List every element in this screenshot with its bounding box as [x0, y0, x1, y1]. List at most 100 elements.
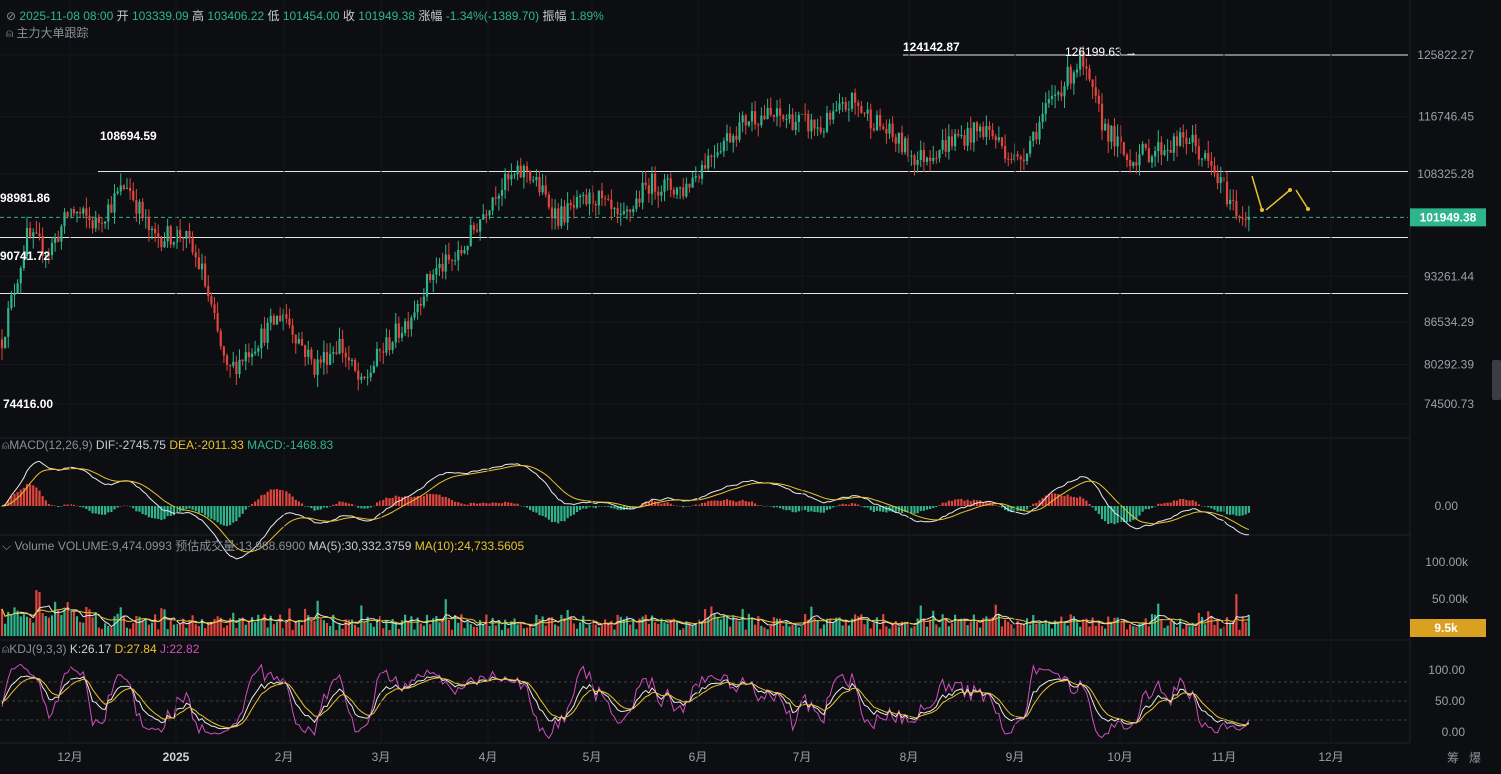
- candle-body: [404, 321, 407, 334]
- candle-body: [707, 155, 710, 169]
- right-scroll-handle[interactable]: [1492, 360, 1501, 400]
- macd-histogram-bar: [804, 506, 807, 511]
- volume-bar: [394, 621, 397, 636]
- volume-bar: [388, 629, 391, 636]
- annotation-high-2: 126199.63 →: [1065, 45, 1137, 59]
- volume-bar: [166, 629, 169, 636]
- volume-bar: [332, 614, 335, 636]
- volume-bar: [191, 615, 194, 636]
- candle-body: [994, 136, 997, 141]
- volume-bar: [985, 616, 988, 636]
- macd-histogram-bar: [347, 503, 350, 506]
- macd-histogram-bar: [1144, 506, 1147, 510]
- volume-bar: [1019, 623, 1022, 636]
- macd-histogram-bar: [947, 500, 950, 506]
- volume-bar: [657, 623, 660, 636]
- candle-body: [160, 237, 163, 248]
- macd-histogram-bar: [1138, 506, 1141, 516]
- volume-bar: [972, 614, 975, 636]
- macd-histogram-bar: [729, 500, 732, 506]
- volume-bar: [182, 618, 185, 636]
- macd-histogram-bar: [375, 502, 379, 506]
- volume-bar: [647, 623, 650, 636]
- volume-bar: [785, 621, 788, 636]
- candle-body: [282, 314, 285, 322]
- candle-body: [385, 337, 388, 353]
- candle-body: [988, 125, 991, 131]
- volume-bar: [910, 627, 913, 636]
- macd-histogram-bar: [516, 503, 519, 506]
- candle-body: [1069, 66, 1072, 84]
- macd-histogram-bar: [175, 506, 179, 513]
- macd-histogram-bar: [1188, 500, 1191, 506]
- candle-body: [7, 308, 10, 337]
- volume-bar: [172, 624, 175, 636]
- macd-histogram-bar: [919, 506, 922, 512]
- candle-body: [319, 359, 322, 363]
- volume-bar: [1135, 626, 1138, 636]
- macd-histogram-bar: [1225, 506, 1229, 515]
- annotation-level-left-1: 98981.86: [0, 191, 50, 205]
- candle-body: [575, 197, 579, 208]
- macd-header: ⍝MACD(12,26,9) DIF:-2745.75 DEA:-2011.33…: [2, 438, 334, 452]
- macd-histogram-bar: [997, 505, 1000, 507]
- macd-histogram-bar: [222, 506, 225, 526]
- candle-body: [1185, 137, 1188, 144]
- volume-bar: [1163, 627, 1166, 636]
- volume-tick-label: 100.00k: [1425, 555, 1469, 569]
- volume-bar: [882, 614, 885, 636]
- macd-histogram-bar: [344, 502, 347, 506]
- candle-body: [747, 121, 750, 126]
- candle-body: [625, 209, 629, 212]
- macd-histogram-bar: [935, 506, 938, 508]
- candle-body: [354, 359, 357, 371]
- candle-body: [316, 359, 319, 375]
- candle-body: [554, 208, 557, 219]
- macd-histogram-bar: [860, 506, 863, 507]
- candle-body: [560, 206, 563, 226]
- candle-body: [1016, 154, 1019, 157]
- candle-body: [863, 112, 866, 114]
- macd-histogram-bar: [32, 485, 35, 506]
- candle-body: [375, 348, 379, 366]
- candle-body: [875, 114, 879, 131]
- macd-histogram-bar: [135, 506, 138, 512]
- volume-bar: [275, 621, 279, 636]
- volume-bar: [94, 612, 97, 636]
- projection-arrow: [1295, 189, 1309, 210]
- candle-body: [1232, 199, 1235, 201]
- candle-body: [632, 208, 635, 212]
- volume-header: ⌵ Volume VOLUME:9,474.0993 预估成交量:13,988.…: [2, 539, 525, 553]
- volume-bar: [1191, 622, 1194, 636]
- chips-button[interactable]: 筹: [1447, 751, 1460, 765]
- macd-histogram-bar: [769, 506, 772, 507]
- volume-bar: [922, 618, 925, 636]
- volume-bar: [1219, 628, 1222, 636]
- volume-bar: [435, 616, 438, 636]
- volume-bar: [1057, 621, 1060, 636]
- macd-histogram-bar: [994, 505, 997, 506]
- candle-body: [294, 334, 297, 344]
- volume-bar: [44, 616, 47, 636]
- candle-body: [400, 333, 404, 338]
- volume-bar: [291, 629, 294, 636]
- liquidation-button[interactable]: 爆: [1469, 751, 1482, 765]
- candle-body: [1125, 154, 1129, 161]
- volume-bar: [16, 610, 19, 636]
- volume-bar: [22, 614, 25, 636]
- volume-bar: [304, 608, 307, 636]
- candle-body: [454, 260, 457, 262]
- macd-histogram-bar: [775, 506, 779, 508]
- volume-bar: [544, 625, 547, 636]
- macd-histogram-bar: [1035, 502, 1038, 506]
- volume-bar: [1232, 621, 1235, 636]
- macd-histogram-bar: [379, 500, 382, 506]
- macd-histogram-bar: [1157, 503, 1160, 506]
- tracker-toggle[interactable]: ⍝ 主力大单跟踪: [6, 24, 89, 41]
- volume-bar: [175, 623, 179, 636]
- candle-body: [163, 241, 166, 248]
- volume-bar: [991, 617, 994, 636]
- annotation-high-1: 124142.87: [903, 40, 960, 54]
- macd-histogram-bar: [497, 503, 500, 506]
